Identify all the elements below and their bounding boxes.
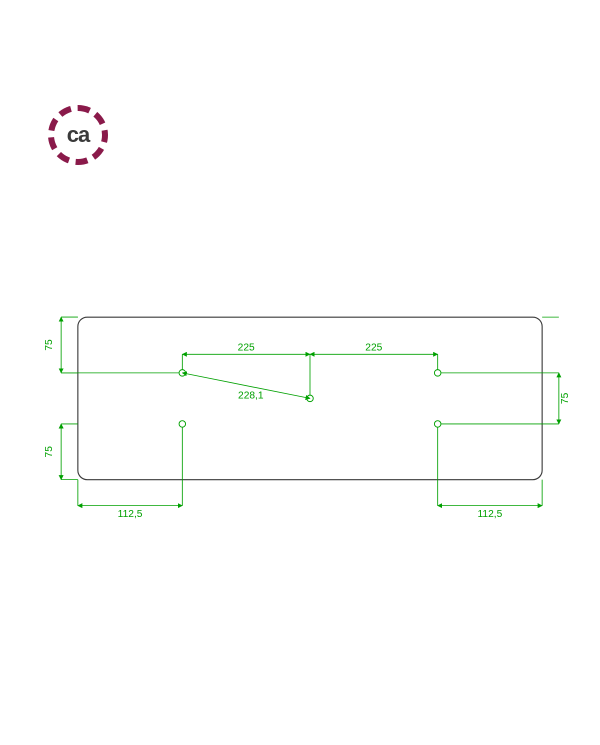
logo-text: ca <box>48 105 108 165</box>
hole-right-lower <box>434 421 441 428</box>
technical-drawing: 225225228,1757575112,5112,5 <box>50 280 570 545</box>
dim-label: 225 <box>238 343 255 354</box>
drawing-svg: 225225228,1757575112,5112,5 <box>50 280 570 540</box>
dim-label: 112,5 <box>118 509 143 520</box>
dim-label: 75 <box>44 339 55 351</box>
dim-label: 75 <box>560 392 571 404</box>
dim-label: 75 <box>44 446 55 458</box>
hole-left-lower <box>179 421 186 428</box>
hole-right-upper <box>434 370 441 377</box>
page: { "logo": { "text": "ca", "rope_color": … <box>0 0 600 745</box>
brand-logo: ca <box>48 105 108 165</box>
dim-label: 112,5 <box>478 509 503 520</box>
dim-label: 228,1 <box>238 391 264 402</box>
dimensions-group: 225 225 228,1 75 75 75 112,5 112,5 <box>44 317 571 520</box>
dim-label: 225 <box>365 343 382 354</box>
